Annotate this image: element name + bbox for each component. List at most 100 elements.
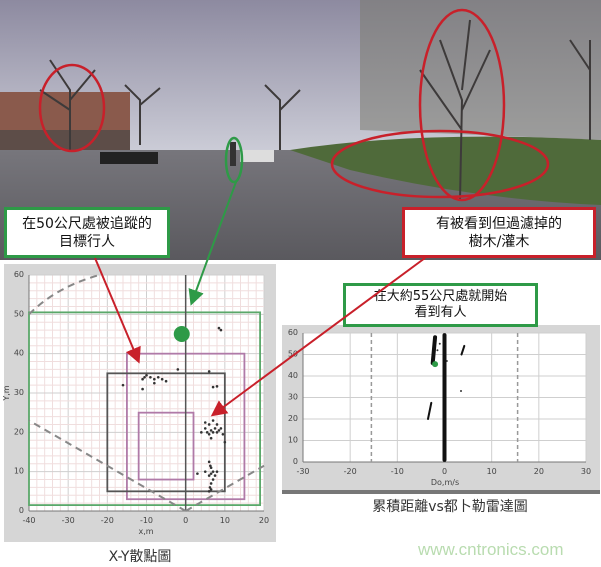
xy-scatter-chart: -40 -30 -20 -10 0 10 20 0 10 20 30 40 50 60 x,m Y,m [2,264,276,542]
y-tick-label: 20 [288,414,298,423]
tree-highlight [418,8,506,202]
detection-point [207,490,211,493]
detection-point [215,431,219,434]
detection-point [211,419,215,422]
x-axis-label: x,m [138,527,153,536]
y-tick-label: 30 [288,393,298,402]
x-tick-label: -30 [62,516,75,525]
detection-point [196,472,199,475]
doppler-streak [430,335,438,366]
label-line: 在大約55公尺處就開始 [373,289,508,304]
detection-point [207,433,211,436]
detection-point [223,440,227,444]
label-line: 在50公尺處被追蹤的 [22,215,152,232]
watermark: www.cntronics.com [418,540,564,559]
detection-point [215,385,219,388]
detection-point [121,383,125,387]
y-tick-label: 0 [19,506,24,515]
x-tick-label: 0 [442,467,447,476]
y-tick-label: 20 [14,427,24,436]
xy-caption: X-Y散點圖 [108,549,172,565]
detection-point [153,381,156,385]
detection-point [436,349,439,352]
detection-point [445,359,448,362]
x-tick-label: -30 [296,467,309,476]
y-tick-label: 60 [14,270,24,279]
detection-point [203,470,207,473]
detection-point [438,342,441,345]
zone-box [106,372,226,493]
y-tick-label: 0 [293,457,298,466]
detection-point [219,328,223,332]
detection-point [217,326,221,330]
detection-point [205,431,209,434]
detection-point [460,390,463,393]
target-marker [432,361,439,368]
detection-point [164,379,168,383]
detection-point [203,421,207,424]
chart-bottom-bar [282,490,600,494]
detection-point [143,375,146,379]
doppler-streak [426,401,433,420]
doppler-caption: 累積距離vs都卜勒雷達圖 [372,499,528,515]
x-tick-label: -10 [391,467,404,476]
detection-point [156,375,160,379]
detection-point [215,470,219,473]
label-line: 看到有人 [414,305,467,320]
pedestrian-label: 在50公尺處被追蹤的 目標行人 [4,207,170,258]
detection-point [207,423,211,426]
y-tick-label: 10 [288,436,298,445]
x-tick-label: 20 [534,467,544,476]
y-tick-label: 40 [288,371,298,380]
x-tick-label: -20 [101,516,114,525]
detection-point [200,431,203,434]
y-tick-label: 30 [14,388,24,397]
detection-point [215,423,219,426]
x-tick-label: 30 [581,467,591,476]
x-tick-label: 20 [259,516,269,525]
fov-boundary [28,419,187,512]
x-tick-label: 0 [183,516,188,525]
y-tick-label: 40 [14,349,24,358]
detection-point [160,377,164,381]
detection-point [209,429,213,432]
detection-point [211,478,215,481]
detection-point [141,387,144,391]
detection-point [207,460,211,464]
doppler-streak [460,344,466,356]
label-line: 樹木/灌木 [468,233,530,250]
y-tick-label: 60 [288,328,298,337]
detection-point [209,464,212,468]
doppler-label: 在大約55公尺處就開始 看到有人 [343,283,538,327]
detection-point [211,431,215,434]
detection-point [221,433,225,436]
label-line: 有被看到但過濾掉的 [436,215,562,232]
y-tick-label: 50 [14,309,24,318]
y-axis-label: Y,m [2,385,11,401]
detection-point [207,474,211,477]
detection-point [211,470,215,473]
detection-point [153,377,156,381]
target-marker [173,326,190,342]
label-line: 目標行人 [59,233,115,250]
y-tick-label: 50 [288,350,298,359]
x-tick-label: 10 [487,467,497,476]
parking-lot-photo [0,0,601,260]
detection-point [209,472,213,475]
x-tick-label: 10 [220,516,230,525]
detection-point [176,368,180,371]
detection-point [213,474,217,477]
detection-point [145,374,148,377]
detection-point [149,375,152,379]
zone-box [137,411,195,481]
x-axis-label: Do,m/s [431,478,459,487]
range-arc [28,274,100,316]
detection-point [203,427,207,430]
x-tick-label: -10 [140,516,153,525]
detection-point [208,486,212,489]
fov-boundary [185,464,265,512]
y-tick-label: 10 [14,467,24,476]
detection-point [141,377,144,381]
detection-point [207,370,211,373]
